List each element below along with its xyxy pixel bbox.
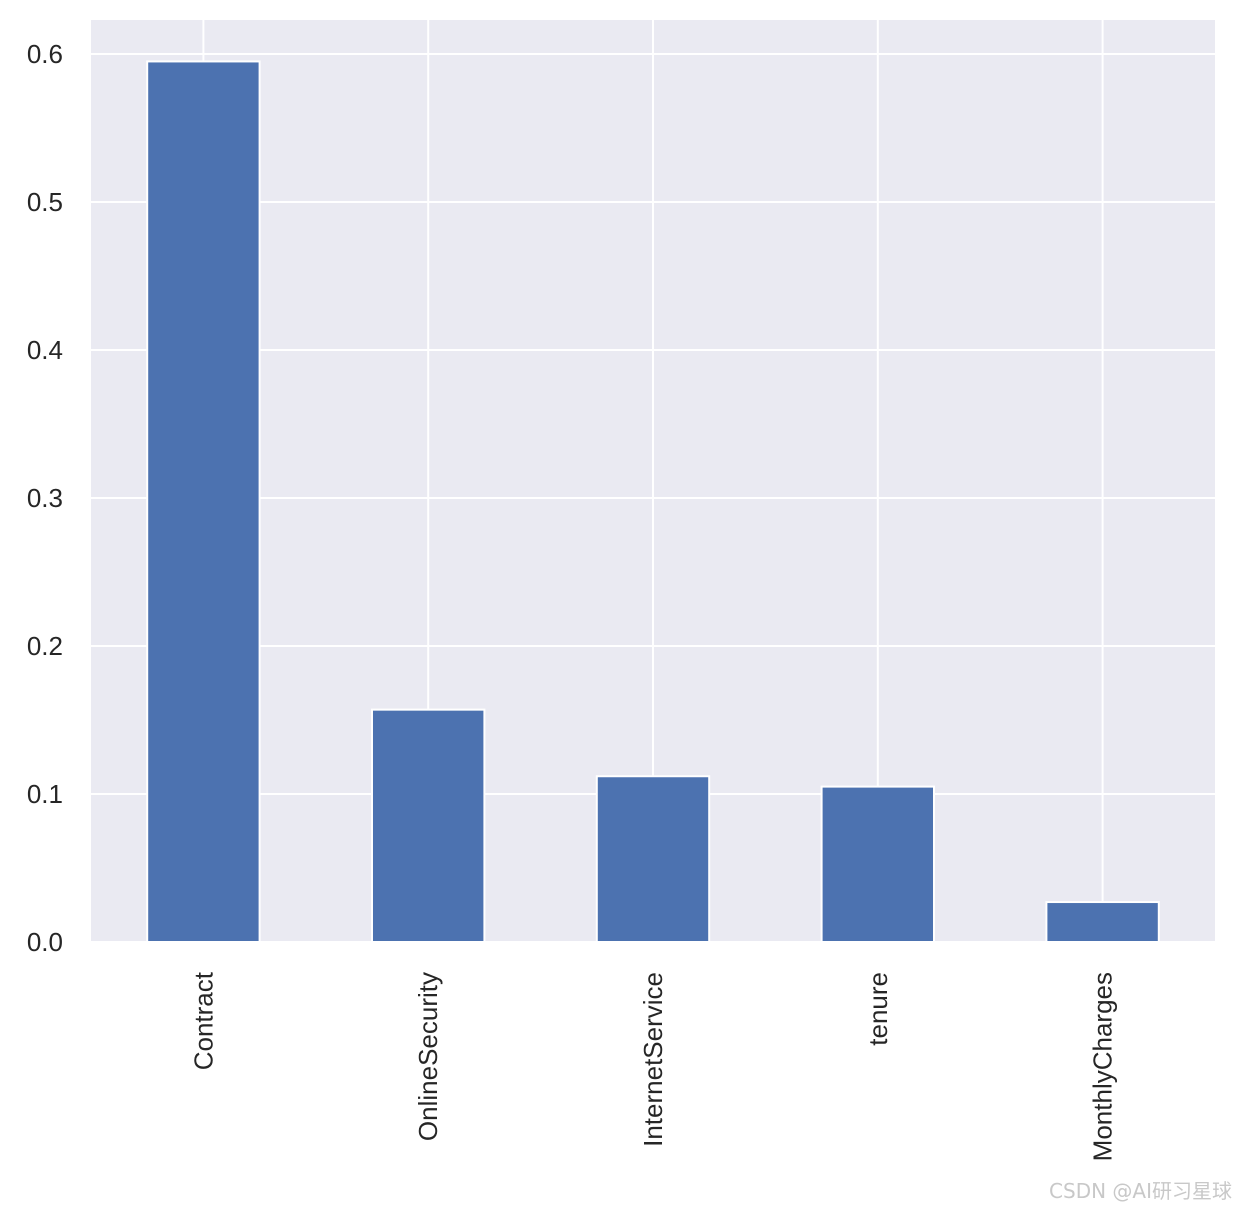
x-tick-label: InternetService xyxy=(638,972,668,1147)
y-tick-label: 0.1 xyxy=(27,779,63,809)
x-tick-label: Contract xyxy=(188,971,218,1070)
bar-MonthlyCharges xyxy=(1045,901,1160,944)
bars xyxy=(146,60,1160,944)
y-tick-label: 0.5 xyxy=(27,187,63,217)
x-tick-label: OnlineSecurity xyxy=(413,972,443,1141)
bar-tenure xyxy=(820,785,935,944)
y-tick-label: 0.6 xyxy=(27,39,63,69)
x-axis-ticks: Contract OnlineSecurity InternetService ten… xyxy=(188,971,1117,1161)
x-tick-label: MonthlyCharges xyxy=(1088,972,1118,1161)
y-tick-label: 0.4 xyxy=(27,335,63,365)
y-tick-label: 0.2 xyxy=(27,631,63,661)
bar-OnlineSecurity xyxy=(371,708,486,943)
x-tick-label: tenure xyxy=(863,972,893,1046)
y-axis-ticks: 0.0 0.1 0.2 0.3 0.4 0.5 0.6 xyxy=(27,39,63,957)
bar-Contract xyxy=(146,60,261,943)
bar-InternetService xyxy=(595,775,711,943)
watermark: CSDN @AI研习星球 xyxy=(1049,1179,1232,1203)
y-tick-label: 0.0 xyxy=(27,927,63,957)
y-tick-label: 0.3 xyxy=(27,483,63,513)
